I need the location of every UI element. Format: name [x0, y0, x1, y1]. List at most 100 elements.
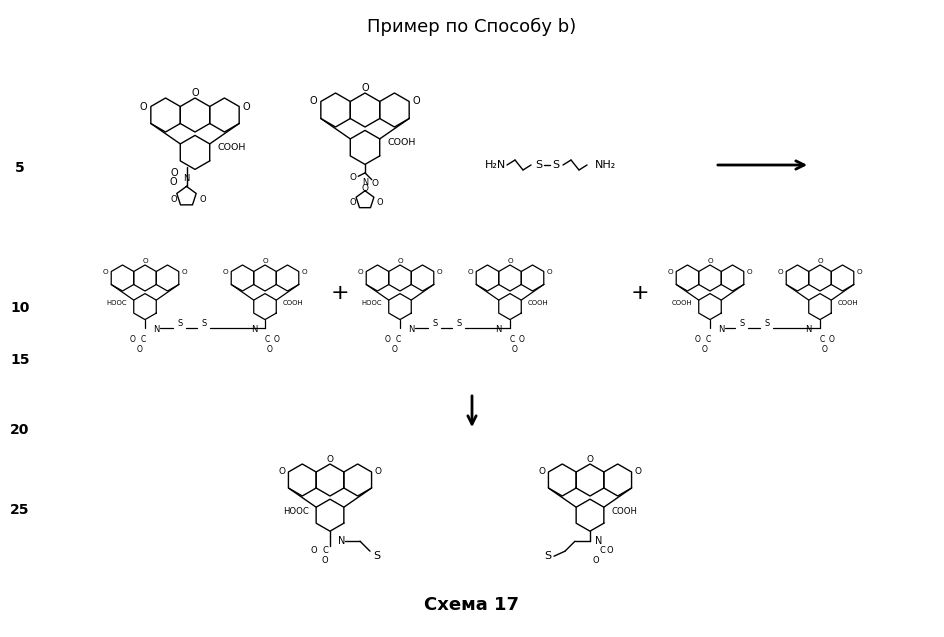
Text: O: O — [667, 269, 673, 275]
Text: H₂N: H₂N — [485, 160, 506, 170]
Text: C: C — [510, 335, 514, 344]
Text: COOH: COOH — [388, 138, 416, 147]
Text: N: N — [496, 325, 502, 334]
Text: N: N — [595, 536, 602, 546]
Text: O: O — [310, 96, 317, 106]
Text: O: O — [374, 468, 381, 476]
Text: O: O — [327, 455, 333, 464]
Text: 20: 20 — [10, 423, 29, 437]
Text: 10: 10 — [10, 301, 29, 315]
Text: O: O — [137, 345, 143, 354]
Text: S: S — [177, 319, 182, 328]
Text: O: O — [857, 269, 862, 275]
Text: O: O — [130, 335, 136, 344]
Text: N: N — [338, 536, 346, 546]
Text: S: S — [456, 319, 462, 328]
Text: O: O — [372, 178, 379, 188]
Text: O: O — [539, 468, 546, 476]
Text: C: C — [322, 546, 328, 555]
Text: O: O — [362, 83, 369, 93]
Text: O: O — [267, 345, 273, 354]
Text: O: O — [702, 345, 708, 354]
Text: S: S — [552, 160, 560, 170]
Text: O: O — [413, 96, 420, 106]
Text: O: O — [302, 269, 308, 275]
Text: O: O — [778, 269, 784, 275]
Text: O: O — [392, 345, 398, 354]
Text: O: O — [747, 269, 752, 275]
Text: S: S — [535, 160, 543, 170]
Text: O: O — [140, 101, 147, 111]
Text: O: O — [377, 198, 383, 207]
Text: O: O — [467, 269, 473, 275]
Text: O: O — [311, 546, 317, 555]
Text: C: C — [819, 335, 825, 344]
Text: C: C — [141, 335, 145, 344]
Text: S: S — [201, 319, 207, 328]
Text: O: O — [143, 258, 148, 264]
Text: O: O — [274, 335, 280, 344]
Text: COOH: COOH — [218, 143, 246, 152]
Text: 15: 15 — [10, 353, 30, 367]
Text: O: O — [243, 101, 250, 111]
Text: C: C — [396, 335, 400, 344]
Text: +: + — [330, 283, 349, 303]
Text: C: C — [599, 546, 605, 555]
Text: O: O — [822, 345, 828, 354]
Text: O: O — [103, 269, 109, 275]
Text: S: S — [432, 319, 438, 328]
Text: O: O — [349, 173, 357, 182]
Text: O: O — [634, 468, 641, 476]
Text: N: N — [183, 175, 190, 183]
Text: O: O — [171, 195, 177, 204]
Text: O: O — [223, 269, 228, 275]
Text: O: O — [169, 177, 177, 187]
Text: N: N — [153, 325, 160, 334]
Text: O: O — [397, 258, 403, 264]
Text: O: O — [547, 269, 552, 275]
Text: HOOC: HOOC — [107, 301, 127, 306]
Text: COOH: COOH — [671, 301, 692, 306]
Text: O: O — [322, 555, 329, 564]
Text: N: N — [362, 178, 368, 187]
Text: S: S — [374, 551, 380, 561]
Text: COOH: COOH — [611, 506, 637, 516]
Text: O: O — [695, 335, 701, 344]
Text: O: O — [181, 269, 187, 275]
Text: N: N — [718, 325, 724, 334]
Text: O: O — [358, 269, 363, 275]
Text: S: S — [545, 551, 551, 561]
Text: O: O — [707, 258, 713, 264]
Text: 5: 5 — [15, 161, 25, 175]
Text: O: O — [278, 468, 286, 476]
Text: O: O — [507, 258, 513, 264]
Text: Пример по Способу b): Пример по Способу b) — [367, 18, 577, 36]
Text: O: O — [512, 345, 518, 354]
Text: C: C — [705, 335, 711, 344]
Text: O: O — [350, 198, 357, 207]
Text: HOOC: HOOC — [362, 301, 382, 306]
Text: N: N — [250, 325, 257, 334]
Text: O: O — [192, 88, 199, 98]
Text: O: O — [829, 335, 834, 344]
Text: C: C — [264, 335, 270, 344]
Text: O: O — [262, 258, 268, 264]
Text: O: O — [385, 335, 391, 344]
Text: 25: 25 — [10, 503, 30, 517]
Text: NH₂: NH₂ — [595, 160, 616, 170]
Text: S: S — [765, 319, 769, 328]
Text: O: O — [437, 269, 443, 275]
Text: COOH: COOH — [283, 301, 304, 306]
Text: +: + — [631, 283, 649, 303]
Text: O: O — [199, 195, 206, 204]
Text: O: O — [818, 258, 823, 264]
Text: O: O — [593, 555, 599, 564]
Text: O: O — [171, 168, 178, 178]
Text: O: O — [586, 455, 594, 464]
Text: O: O — [362, 183, 368, 193]
Text: Схема 17: Схема 17 — [425, 596, 519, 614]
Text: COOH: COOH — [528, 301, 548, 306]
Text: N: N — [805, 325, 812, 334]
Text: O: O — [519, 335, 525, 344]
Text: S: S — [739, 319, 745, 328]
